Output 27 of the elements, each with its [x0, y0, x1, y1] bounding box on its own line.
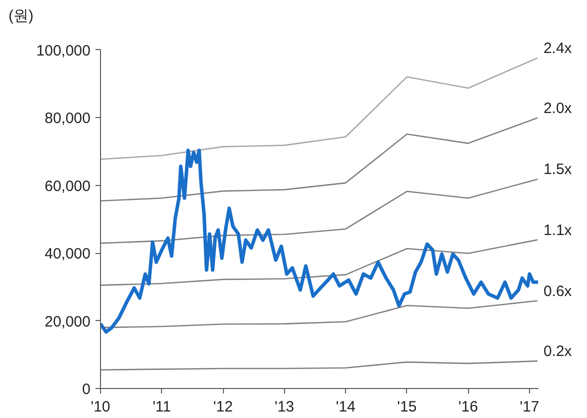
- y-tick-label: 60,000: [44, 178, 91, 195]
- line-series: [100, 117, 538, 202]
- y-tick-label: 80,000: [44, 110, 91, 128]
- x-tick-label: '12: [213, 398, 233, 416]
- line-series: [100, 178, 538, 244]
- x-tick-label: '17: [520, 398, 540, 416]
- series-label: 0.6x: [543, 282, 572, 300]
- x-tick-label: '11: [152, 398, 172, 416]
- series-label: 1.5x: [543, 161, 572, 178]
- x-tick-label: '10: [90, 398, 110, 416]
- y-tick-label: 20,000: [44, 313, 91, 330]
- x-tick-label: '15: [397, 398, 417, 416]
- series-label: 2.4x: [543, 40, 572, 57]
- x-tick-label: '14: [336, 398, 356, 416]
- line-series: [100, 239, 538, 286]
- line-series: [100, 148, 540, 334]
- line-series: [100, 57, 538, 160]
- y-axis-title: (원): [8, 8, 34, 24]
- x-tick-label: '13: [274, 398, 294, 416]
- series-label: 0.2x: [543, 343, 572, 360]
- y-tick-label: 0: [82, 381, 90, 398]
- line-series: [100, 360, 538, 371]
- x-tick-label: '16: [458, 398, 478, 416]
- y-tick-label: 40,000: [44, 246, 91, 263]
- series-label: 1.1x: [543, 222, 572, 239]
- y-tick-label: 100,000: [36, 42, 91, 60]
- series-label: 2.0x: [543, 100, 572, 117]
